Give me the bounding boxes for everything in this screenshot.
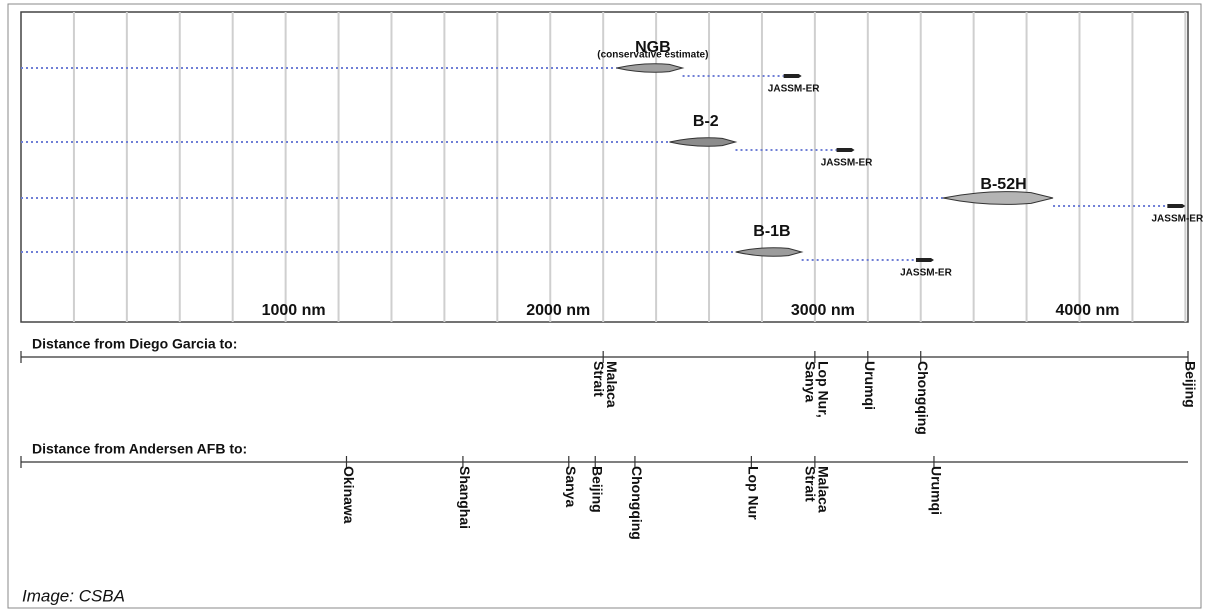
plot-frame bbox=[20, 11, 1189, 323]
missile bbox=[783, 74, 802, 78]
aircraft-subtitle: (conservative estimate) bbox=[597, 50, 708, 61]
x-tick-label: 1000 nm bbox=[262, 302, 326, 319]
missile bbox=[836, 148, 855, 152]
aircraft bbox=[669, 137, 738, 147]
missile-label: JASSM-ER bbox=[1152, 214, 1204, 225]
x-tick-label: 3000 nm bbox=[791, 302, 855, 319]
frame bbox=[7, 3, 1202, 609]
destination-label: Sanya bbox=[803, 361, 819, 402]
destination-label: Malaca bbox=[816, 466, 832, 513]
x-tick-label: 4000 nm bbox=[1055, 302, 1119, 319]
destination-label: Beijing bbox=[1182, 361, 1198, 408]
destination-label: Strait bbox=[591, 361, 607, 397]
missile-label: JASSM-ER bbox=[768, 84, 820, 95]
destination-axis-title: Distance from Diego Garcia to: bbox=[32, 336, 237, 352]
destination-label: Malaca bbox=[604, 361, 620, 408]
destination-label: Chongqing bbox=[629, 466, 645, 540]
missile bbox=[915, 258, 934, 262]
aircraft bbox=[735, 247, 804, 257]
x-tick-label: 2000 nm bbox=[526, 302, 590, 319]
destination-label: Lop Nur, bbox=[816, 361, 832, 418]
missile-label: JASSM-ER bbox=[900, 268, 952, 279]
destination-label: Shanghai bbox=[457, 466, 473, 529]
aircraft bbox=[616, 63, 685, 73]
source: Image: CSBA bbox=[22, 586, 125, 605]
missile bbox=[1167, 204, 1186, 208]
destination-label: Beijing bbox=[590, 466, 606, 513]
aircraft bbox=[942, 191, 1054, 205]
destination-label: Okinawa bbox=[341, 466, 357, 524]
destination-axis-title: Distance from Andersen AFB to: bbox=[32, 441, 247, 457]
destination-label: Urumqi bbox=[928, 466, 944, 515]
missile-label: JASSM-ER bbox=[821, 158, 873, 169]
destination-label: Strait bbox=[803, 466, 819, 502]
destination-label: Chongqing bbox=[915, 361, 931, 435]
destination-label: Urumqi bbox=[862, 361, 878, 410]
aircraft-name: B-2 bbox=[693, 113, 719, 130]
aircraft-name: B-52H bbox=[980, 176, 1026, 193]
destination-label: Sanya bbox=[563, 466, 579, 507]
aircraft-name: B-1B bbox=[753, 223, 790, 240]
aircraft-name: NGB bbox=[635, 39, 671, 56]
destination-label: Lop Nur bbox=[746, 466, 762, 520]
